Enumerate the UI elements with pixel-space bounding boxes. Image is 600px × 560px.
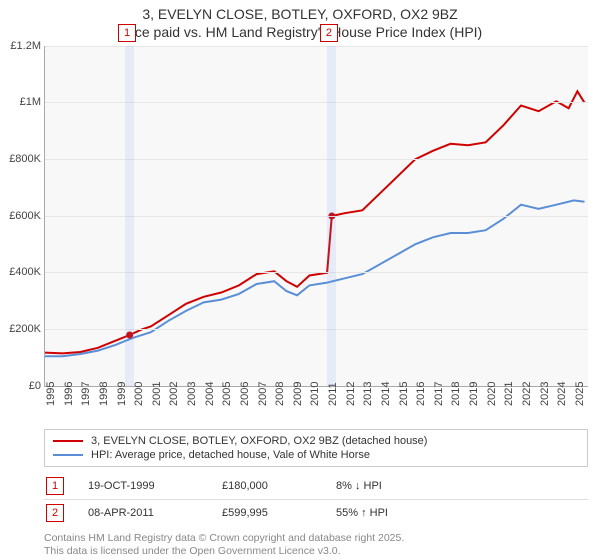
sale-hpi-delta: 8% ↓ HPI <box>336 480 426 492</box>
x-tick-label: 2001 <box>151 381 163 405</box>
legend-label: 3, EVELYN CLOSE, BOTLEY, OXFORD, OX2 9BZ… <box>91 435 427 447</box>
legend-swatch <box>53 440 83 442</box>
y-tick-label: £800K <box>1 153 41 165</box>
sale-marker: 2 <box>320 24 338 42</box>
x-tick-label: 2006 <box>239 381 251 405</box>
x-tick-label: 2019 <box>468 381 480 405</box>
footnote-line: Contains HM Land Registry data © Crown c… <box>44 532 588 546</box>
footnote-line: This data is licensed under the Open Gov… <box>44 545 588 559</box>
x-tick-label: 2010 <box>309 381 321 405</box>
chart-page: 3, EVELYN CLOSE, BOTLEY, OXFORD, OX2 9BZ… <box>0 6 600 560</box>
x-tick-label: 2020 <box>486 381 498 405</box>
sale-date: 19-OCT-1999 <box>88 480 198 492</box>
x-tick-label: 2017 <box>433 381 445 405</box>
y-tick-label: £400K <box>1 266 41 278</box>
x-tick-label: 2012 <box>345 381 357 405</box>
y-tick-label: £0 <box>1 380 41 392</box>
x-tick-label: 2008 <box>274 381 286 405</box>
sale-hpi-delta: 55% ↑ HPI <box>336 507 426 519</box>
x-tick-label: 2021 <box>503 381 515 405</box>
x-tick-label: 1995 <box>45 381 57 405</box>
x-tick-label: 2002 <box>168 381 180 405</box>
titles: 3, EVELYN CLOSE, BOTLEY, OXFORD, OX2 9BZ… <box>0 6 600 40</box>
sale-price: £599,995 <box>222 507 312 519</box>
x-tick-label: 2000 <box>133 381 145 405</box>
x-tick-label: 2014 <box>380 381 392 405</box>
sale-date: 08-APR-2011 <box>88 507 198 519</box>
legend-swatch <box>53 454 83 456</box>
legend-item: HPI: Average price, detached house, Vale… <box>53 448 579 462</box>
x-tick-label: 2004 <box>204 381 216 405</box>
highlight-band <box>125 46 134 386</box>
x-tick-label: 2023 <box>539 381 551 405</box>
x-tick-label: 1996 <box>63 381 75 405</box>
x-tick-label: 2015 <box>398 381 410 405</box>
x-tick-label: 2018 <box>450 381 462 405</box>
y-tick-label: £1.2M <box>1 40 41 52</box>
x-tick-label: 2009 <box>292 381 304 405</box>
y-tick-label: £600K <box>1 210 41 222</box>
sale-marker: 2 <box>46 504 64 522</box>
table-row: 2 08-APR-2011 £599,995 55% ↑ HPI <box>44 499 588 526</box>
x-tick-label: 2013 <box>362 381 374 405</box>
table-row: 1 19-OCT-1999 £180,000 8% ↓ HPI <box>44 473 588 499</box>
footnotes: Contains HM Land Registry data © Crown c… <box>44 532 588 559</box>
sale-marker: 1 <box>46 477 64 495</box>
x-tick-label: 2024 <box>556 381 568 405</box>
x-tick-label: 2022 <box>521 381 533 405</box>
chart-title: 3, EVELYN CLOSE, BOTLEY, OXFORD, OX2 9BZ <box>0 6 600 23</box>
legend: 3, EVELYN CLOSE, BOTLEY, OXFORD, OX2 9BZ… <box>44 429 588 467</box>
legend-item: 3, EVELYN CLOSE, BOTLEY, OXFORD, OX2 9BZ… <box>53 434 579 448</box>
x-tick-label: 2025 <box>574 381 586 405</box>
highlight-band <box>327 46 336 386</box>
x-tick-label: 1997 <box>80 381 92 405</box>
x-tick-label: 2005 <box>221 381 233 405</box>
x-tick-label: 2003 <box>186 381 198 405</box>
sale-points-table: 1 19-OCT-1999 £180,000 8% ↓ HPI 2 08-APR-2011… <box>44 473 588 526</box>
y-tick-label: £1M <box>1 96 41 108</box>
sale-price: £180,000 <box>222 480 312 492</box>
chart-subtitle: Price paid vs. HM Land Registry's House … <box>0 24 600 40</box>
x-tick-label: 1998 <box>98 381 110 405</box>
x-tick-label: 2007 <box>257 381 269 405</box>
legend-label: HPI: Average price, detached house, Vale… <box>91 449 370 461</box>
y-tick-label: £200K <box>1 323 41 335</box>
chart-plot-area: £0£200K£400K£600K£800K£1M£1.2M1995199619… <box>44 46 588 387</box>
x-tick-label: 2016 <box>415 381 427 405</box>
sale-marker: 1 <box>118 24 136 42</box>
